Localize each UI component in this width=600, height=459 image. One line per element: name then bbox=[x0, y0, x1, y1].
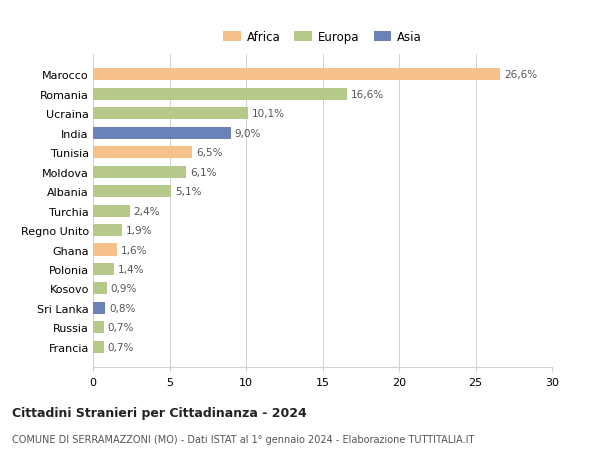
Text: 9,0%: 9,0% bbox=[235, 129, 261, 139]
Text: 0,7%: 0,7% bbox=[107, 342, 134, 352]
Text: 1,4%: 1,4% bbox=[118, 264, 145, 274]
Text: 0,9%: 0,9% bbox=[110, 284, 137, 294]
Legend: Africa, Europa, Asia: Africa, Europa, Asia bbox=[218, 27, 427, 49]
Text: 26,6%: 26,6% bbox=[504, 70, 537, 80]
Bar bbox=[93, 147, 193, 159]
Text: 6,5%: 6,5% bbox=[196, 148, 223, 158]
Bar bbox=[93, 166, 187, 179]
Bar bbox=[93, 302, 105, 314]
Text: 1,6%: 1,6% bbox=[121, 245, 148, 255]
Bar bbox=[93, 128, 230, 140]
Text: 0,8%: 0,8% bbox=[109, 303, 136, 313]
Text: COMUNE DI SERRAMAZZONI (MO) - Dati ISTAT al 1° gennaio 2024 - Elaborazione TUTTI: COMUNE DI SERRAMAZZONI (MO) - Dati ISTAT… bbox=[12, 434, 475, 444]
Bar bbox=[93, 322, 104, 334]
Bar bbox=[93, 224, 122, 236]
Bar bbox=[93, 89, 347, 101]
Text: Cittadini Stranieri per Cittadinanza - 2024: Cittadini Stranieri per Cittadinanza - 2… bbox=[12, 406, 307, 419]
Bar bbox=[93, 205, 130, 217]
Text: 1,9%: 1,9% bbox=[126, 225, 152, 235]
Text: 16,6%: 16,6% bbox=[351, 90, 384, 100]
Text: 5,1%: 5,1% bbox=[175, 187, 202, 197]
Text: 2,4%: 2,4% bbox=[134, 206, 160, 216]
Bar bbox=[93, 244, 118, 256]
Bar bbox=[93, 341, 104, 353]
Bar bbox=[93, 186, 171, 198]
Text: 0,7%: 0,7% bbox=[107, 323, 134, 333]
Bar bbox=[93, 283, 107, 295]
Bar bbox=[93, 69, 500, 81]
Bar bbox=[93, 108, 248, 120]
Bar bbox=[93, 263, 115, 275]
Text: 6,1%: 6,1% bbox=[190, 168, 217, 177]
Text: 10,1%: 10,1% bbox=[251, 109, 284, 119]
